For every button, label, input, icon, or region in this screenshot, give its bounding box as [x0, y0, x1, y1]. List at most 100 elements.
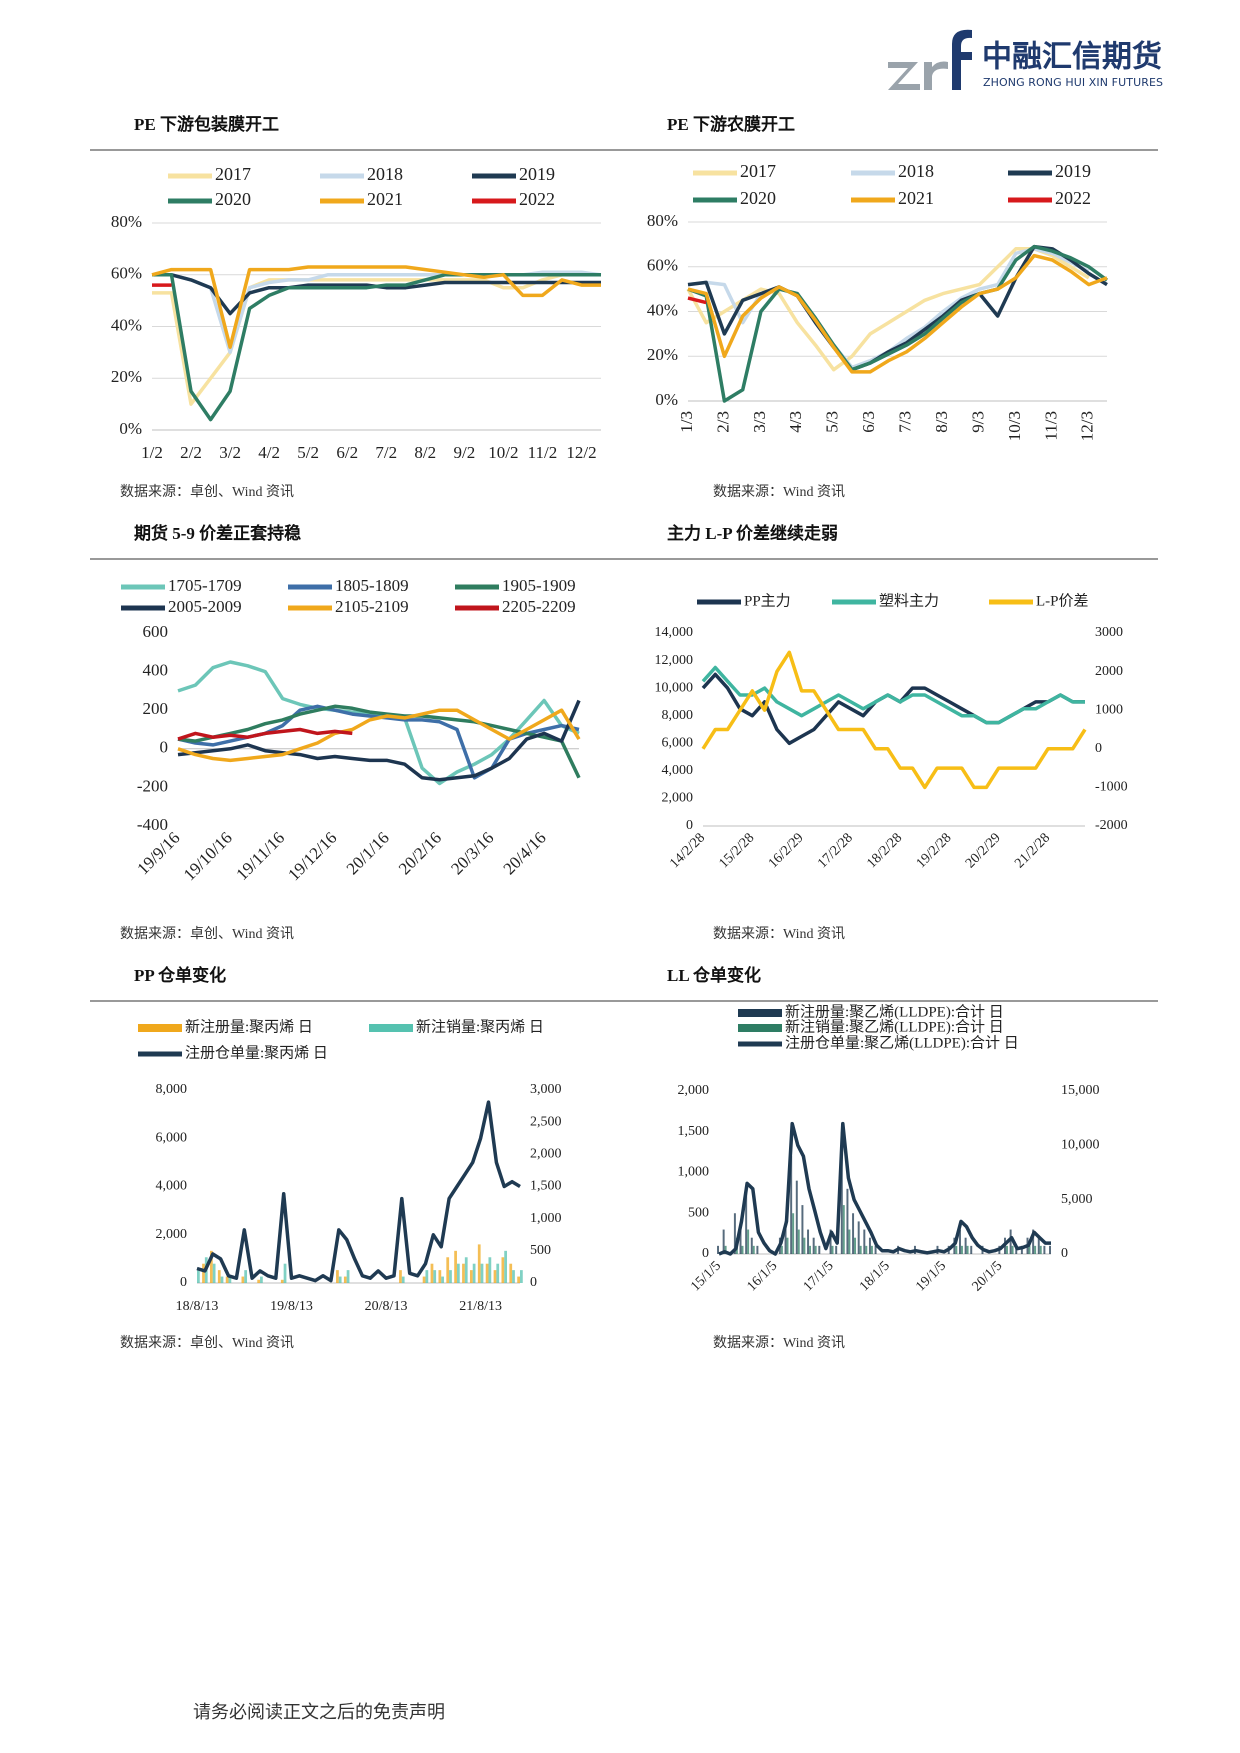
x-tick-label: 3/2	[219, 443, 241, 462]
legend-label: 2020	[740, 188, 776, 208]
bar	[840, 1131, 843, 1254]
bar	[488, 1257, 492, 1283]
bar	[225, 1276, 229, 1283]
x-tick-label: 20/3/16	[447, 828, 497, 878]
x-tick-label: 19/12/16	[284, 828, 340, 884]
legend-label: 2017	[740, 161, 776, 181]
y-tick-label: 60%	[111, 264, 142, 283]
bar	[399, 1270, 402, 1283]
bar	[831, 1245, 834, 1254]
y2-tick-label: 2,000	[530, 1147, 562, 1162]
bar	[750, 1237, 753, 1254]
y2-tick-label: 1,500	[530, 1179, 562, 1194]
bar	[835, 1245, 838, 1254]
y-tick-label: 20%	[647, 345, 678, 364]
chart-source: 数据来源：卓创、Wind 资讯	[120, 926, 294, 942]
series-line	[151, 265, 601, 349]
legend-label: 1805-1809	[335, 576, 409, 595]
x-tick-label: 11/3	[1041, 411, 1060, 441]
y2-tick-label: 10,000	[1061, 1138, 1100, 1153]
bar	[809, 1245, 812, 1254]
bar	[485, 1263, 489, 1283]
y-tick-label: 6,000	[156, 1130, 188, 1145]
y-tick-label: 12,000	[655, 653, 694, 668]
series-line	[686, 247, 1090, 372]
logo-mark	[888, 62, 920, 90]
bar	[244, 1270, 248, 1283]
bar	[803, 1237, 806, 1254]
legend-label: 1905-1909	[502, 576, 576, 595]
y-tick-label: 0%	[119, 419, 142, 438]
legend-label: 新注册量:聚乙烯(LLDPE):合计 日	[785, 1003, 1004, 1020]
y-tick-label: -400	[137, 815, 168, 834]
chart-source: 数据来源：Wind 资讯	[713, 484, 845, 500]
y-tick-label: 4,000	[156, 1179, 188, 1194]
y-tick-label: 0%	[655, 390, 678, 409]
bar	[1049, 1245, 1051, 1254]
series-line	[177, 660, 580, 786]
series-line	[687, 296, 707, 305]
bar	[480, 1263, 484, 1283]
y-tick-label: 1,500	[678, 1124, 710, 1139]
x-tick-label: 20/8/13	[365, 1299, 408, 1314]
bar	[868, 1237, 871, 1254]
bar	[477, 1244, 481, 1283]
bar	[1032, 1229, 1035, 1254]
legend-label: 2020	[215, 189, 251, 209]
x-tick-label: 21/2/28	[1012, 830, 1053, 871]
x-tick-label: 15/2/28	[717, 830, 758, 871]
bar	[722, 1229, 725, 1254]
x-tick-label: 15/1/5	[688, 1258, 724, 1294]
bar	[752, 1245, 755, 1254]
bar	[283, 1263, 287, 1283]
y2-tick-label: 2,500	[530, 1114, 562, 1129]
x-tick-label: 17/2/28	[815, 830, 856, 871]
bar	[401, 1276, 405, 1283]
x-tick-label: 19/9/16	[133, 828, 183, 878]
series-line	[177, 708, 581, 763]
bar	[430, 1263, 434, 1283]
y2-tick-label: 0	[1095, 741, 1102, 756]
bar	[797, 1229, 800, 1254]
bar	[1043, 1245, 1046, 1254]
x-tick-label: 19/1/5	[913, 1258, 949, 1294]
x-tick-label: 20/2/16	[395, 828, 445, 878]
bar	[228, 1276, 232, 1283]
x-tick-label: 1/2	[141, 443, 163, 462]
series-line	[177, 699, 581, 782]
x-tick-label: 16/1/5	[744, 1258, 780, 1294]
bar	[818, 1245, 821, 1254]
y2-tick-label: 2000	[1095, 664, 1123, 679]
bar	[829, 1229, 832, 1254]
y-tick-label: 600	[143, 622, 169, 641]
bar	[784, 1221, 787, 1254]
legend-label: 2005-2009	[168, 597, 242, 616]
bar	[958, 1229, 961, 1254]
bar	[854, 1237, 857, 1254]
bar	[520, 1270, 523, 1283]
bar	[517, 1276, 520, 1283]
y2-tick-label: 1000	[1095, 702, 1123, 717]
bar	[1020, 1245, 1023, 1254]
bar	[336, 1270, 339, 1283]
y-tick-label: 14,000	[655, 625, 694, 640]
bar	[504, 1250, 508, 1283]
y2-tick-label: 3,000	[530, 1082, 562, 1097]
y-tick-label: -200	[137, 776, 168, 795]
bar	[792, 1213, 795, 1254]
x-tick-label: 21/8/13	[459, 1299, 502, 1314]
legend-label: 注册仓单量:聚乙烯(LLDPE):合计 日	[785, 1034, 1019, 1051]
x-tick-label: 7/2	[375, 443, 397, 462]
x-tick-label: 20/1/16	[343, 828, 393, 878]
x-tick-label: 17/1/5	[801, 1258, 837, 1294]
bar	[733, 1213, 736, 1254]
y-tick-label: 4,000	[662, 763, 694, 778]
bar	[955, 1245, 958, 1254]
y2-tick-label: 15,000	[1061, 1083, 1100, 1098]
x-tick-label: 2/2	[180, 443, 202, 462]
x-tick-label: 8/3	[932, 411, 951, 433]
x-tick-label: 18/1/5	[857, 1258, 893, 1294]
bar	[966, 1245, 969, 1254]
bar	[1034, 1245, 1037, 1254]
footer-disclaimer: 请务必阅读正文之后的免责声明	[193, 1702, 445, 1722]
